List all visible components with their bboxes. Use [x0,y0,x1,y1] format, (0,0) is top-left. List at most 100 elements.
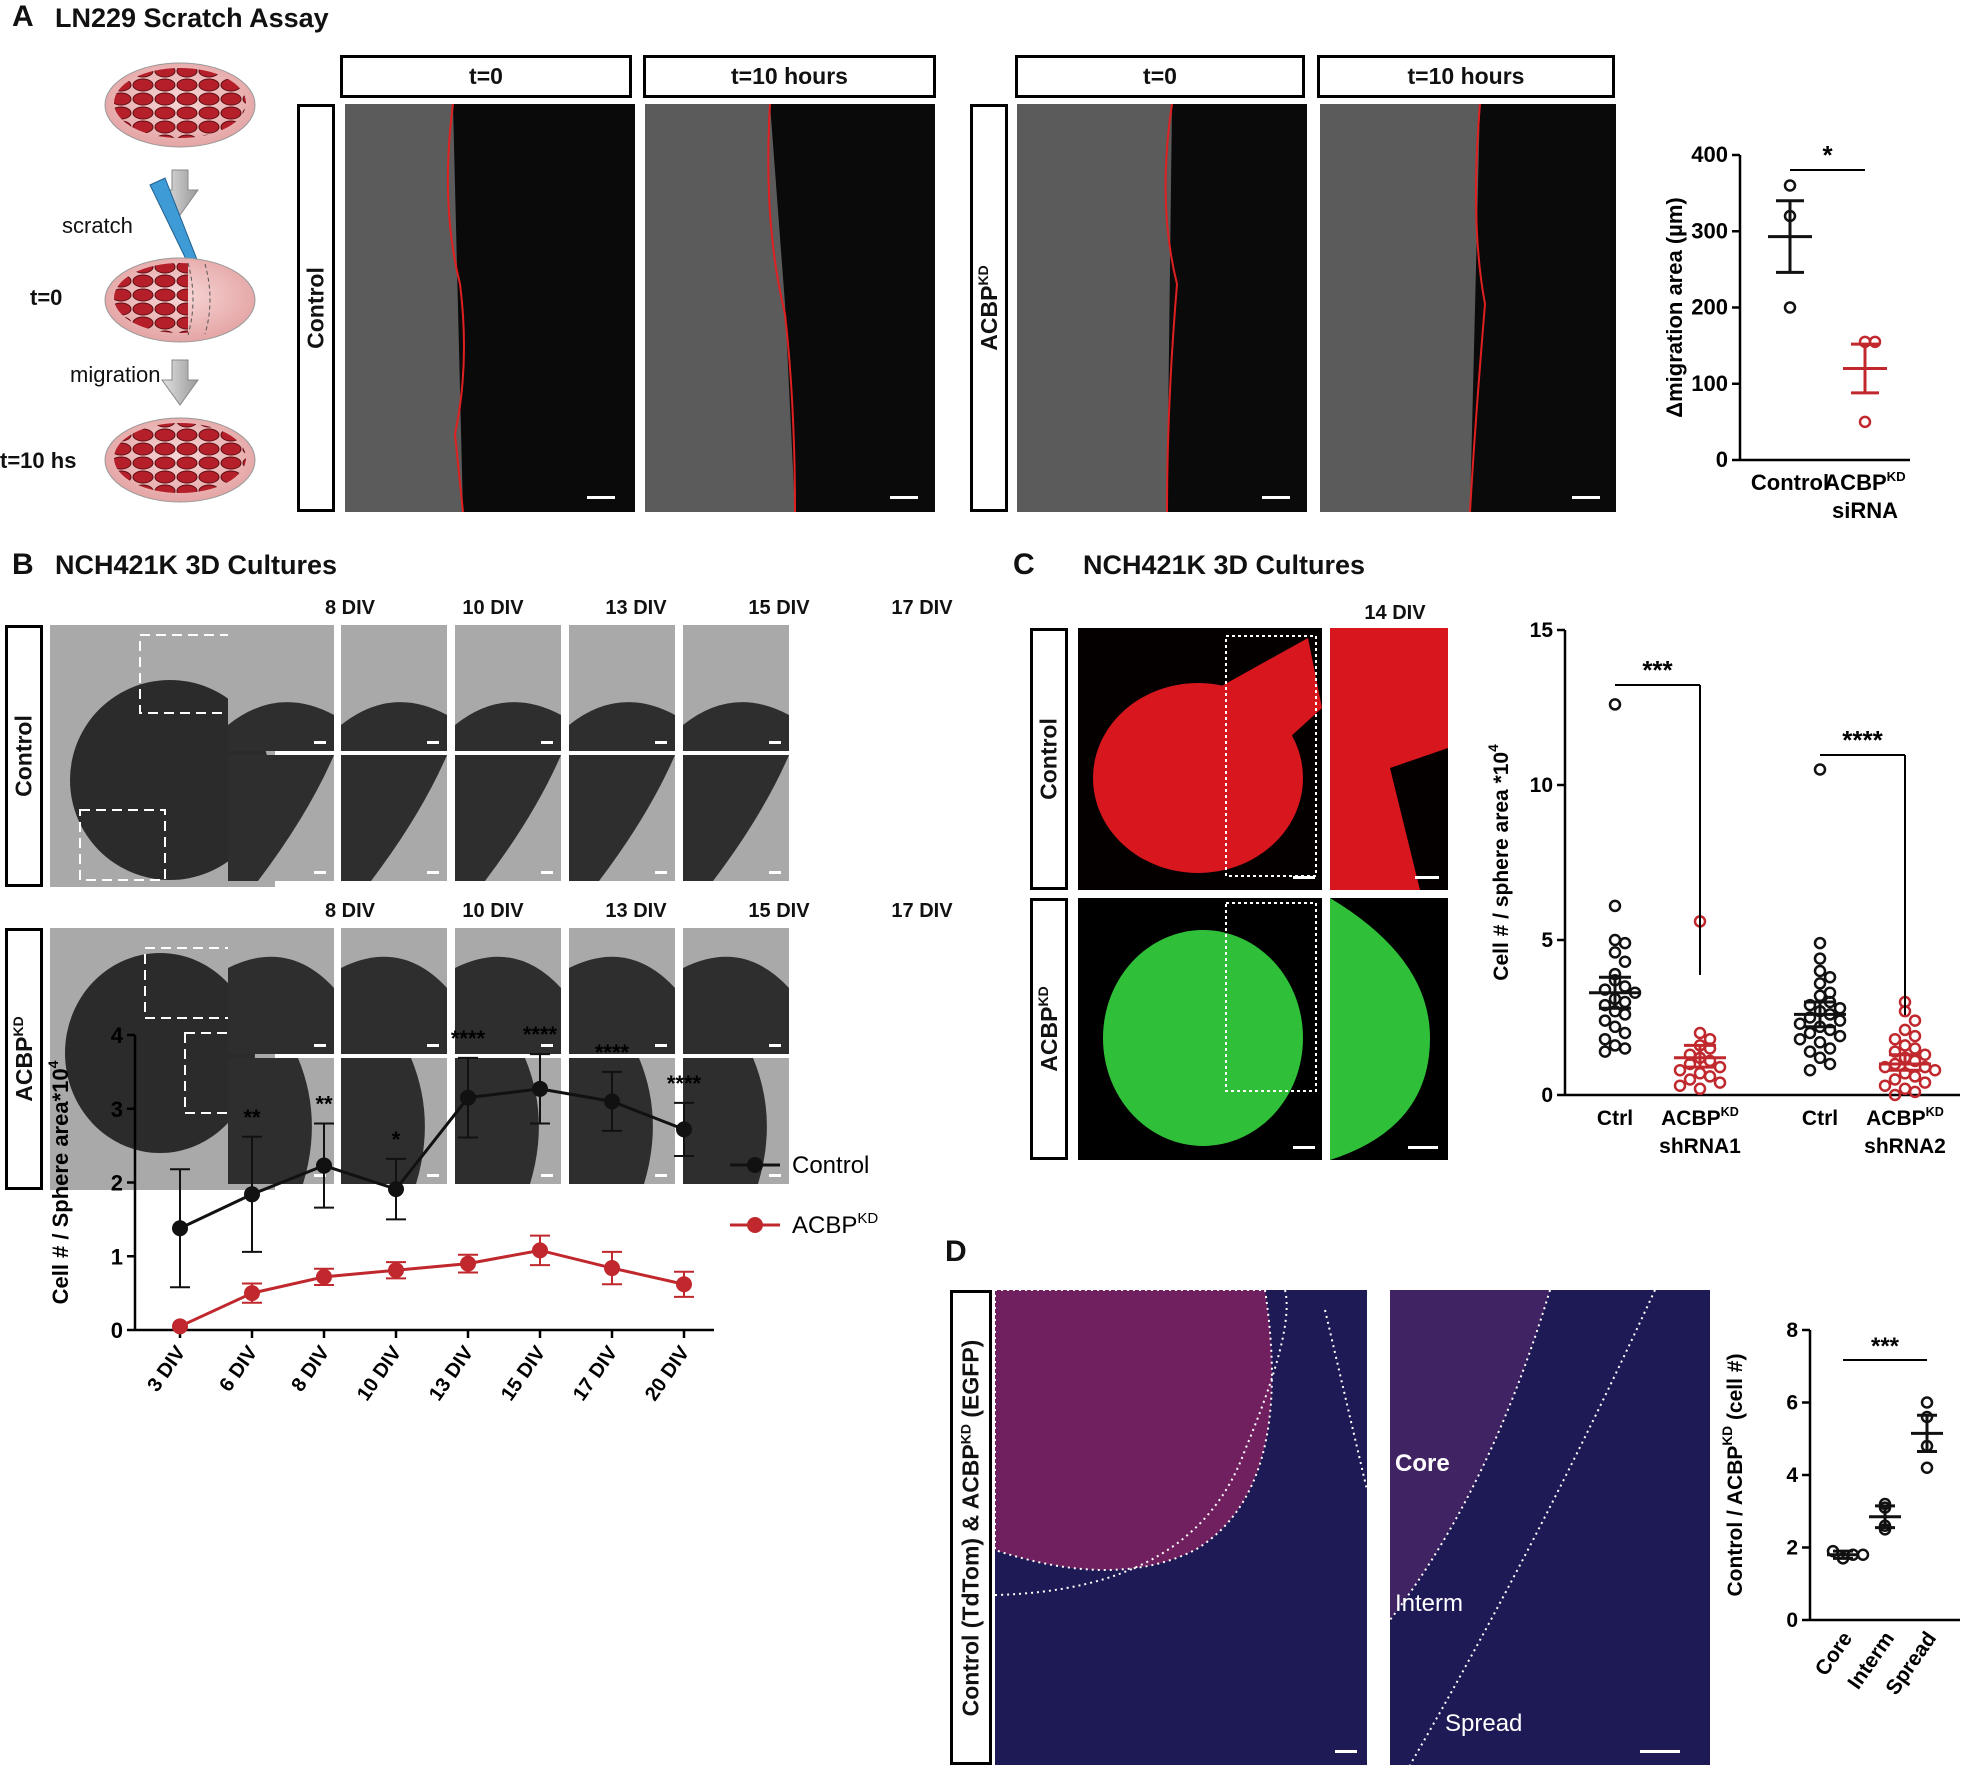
data-point [316,1157,332,1174]
b-tile-r3-c3 [455,928,561,1054]
data-point [1618,980,1632,993]
a-row-label-control: Control [297,104,335,512]
data-point [1803,1011,1817,1024]
data-point [676,1276,692,1293]
data-point [1888,1045,1902,1058]
data-point [1608,1039,1622,1052]
c-row-label-acbp: ACBPKD [1030,898,1068,1160]
category-label-line2: shRNA1 [1659,1135,1741,1155]
data-point [1888,1073,1902,1086]
b-time-label-acbp-3: 13 DIV [605,900,667,922]
d-side-label: Control (TdTom) & ACBPKD (EGFP) [950,1290,992,1765]
data-point [1608,933,1622,947]
d-region-spread-label: Spread [1445,1710,1523,1737]
data-point [1888,1032,1902,1046]
data-point [1598,998,1612,1012]
d-region-core-label: Core [1395,1450,1450,1477]
y-tick-label: 0 [111,1318,123,1343]
b-tile-r3-c5 [683,928,789,1054]
data-point [1868,335,1882,349]
data-point [1598,1014,1612,1027]
y-tick-label: 0 [1716,447,1728,472]
data-point [1858,415,1872,429]
data-point [172,1318,188,1335]
data-point [460,1089,476,1106]
data-point [1833,1014,1847,1027]
data-point [1683,1073,1697,1086]
y-tick-label: 8 [1786,1319,1798,1342]
b-tile-r3-c1 [228,928,334,1054]
data-point [1898,1082,1912,1096]
data-point [1803,1063,1817,1077]
data-point [1598,1045,1612,1058]
b-tile-r1-c4 [569,625,675,751]
b-tile-r1-c2 [341,625,447,751]
chart-a-migration: 0 100 200 300 400 Δmigration area (µm) Control… [1662,140,1910,523]
data-point [244,1186,260,1203]
data-point [1713,1076,1727,1089]
schematic-t0-label: t=0 [30,285,63,310]
x-tick-label: 8 DIV [287,1342,334,1396]
data-point [1823,1042,1837,1055]
y-axis-label: Cell # / sphere area *104 [1486,744,1513,981]
legend-marker [747,1157,763,1173]
data-point [1618,936,1632,950]
b-tile-r2-c5 [683,755,789,881]
data-point [604,1260,620,1277]
data-point [1598,983,1612,996]
data-point [1813,1036,1827,1049]
a-header-acbp-t0: t=0 [1015,55,1305,98]
data-point [1673,1079,1687,1092]
data-point [1813,952,1827,965]
y-axis-label: Control / ACBPKD (cell #) [1720,1354,1747,1597]
y-tick-label: 400 [1691,142,1728,167]
y-axis-label: Δmigration area (µm) [1662,197,1687,417]
a-image-control-t10 [645,104,935,512]
c-image-acbp [1078,898,1322,1160]
panel-b-letter: B [12,548,34,581]
a-image-control-t0 [345,104,635,512]
data-point [1693,1026,1707,1040]
data-point [1823,970,1837,984]
data-point [1803,1045,1817,1058]
panel-b-title: NCH421K 3D Cultures [55,550,338,580]
data-point [1908,1085,1922,1099]
x-tick-label: 13 DIV [425,1342,478,1405]
d-image-overview [995,1290,1367,1765]
x-tick-label: 17 DIV [569,1342,622,1405]
data-point [1878,1079,1892,1092]
data-point [1703,1070,1717,1083]
data-point [316,1268,332,1285]
legend-marker [747,1217,763,1233]
a-header-control-t0: t=0 [340,55,632,98]
y-tick-label: 1 [111,1244,123,1269]
b-tile-r4-c4 [569,1058,675,1184]
schematic-t10-label: t=10 hs [0,448,77,473]
b-time-label-control-1: 8 DIV [324,597,376,619]
c-zoom-control [1330,628,1448,890]
data-point [1856,1548,1870,1561]
data-point [1888,1088,1902,1102]
data-point [1813,763,1827,776]
legend-label: ACBPKD [792,1210,878,1239]
b-tile-r2-c4 [569,755,675,881]
data-point [1823,1057,1837,1071]
d-region-interm-label: Interm [1395,1590,1464,1617]
data-point [1908,1029,1922,1043]
data-point [1918,1048,1932,1061]
data-point [1813,989,1827,1003]
data-point [1803,1026,1817,1040]
a-header-acbp-t10: t=10 hours [1317,55,1615,98]
data-point [388,1181,404,1198]
y-tick-label: 10 [1530,774,1553,797]
data-point [1920,1461,1934,1474]
category-label: Control [1751,470,1829,495]
panel-d-letter: D [945,1235,967,1268]
data-point [532,1242,548,1259]
a-row-label-acbp: ACBPKD [970,104,1008,512]
y-tick-label: 300 [1691,218,1728,243]
data-point [1878,1060,1892,1074]
significance-label: **** [667,1071,702,1096]
b-tile-r2-c1 [228,755,334,881]
b-time-label-acbp-1: 8 DIV [324,900,376,922]
